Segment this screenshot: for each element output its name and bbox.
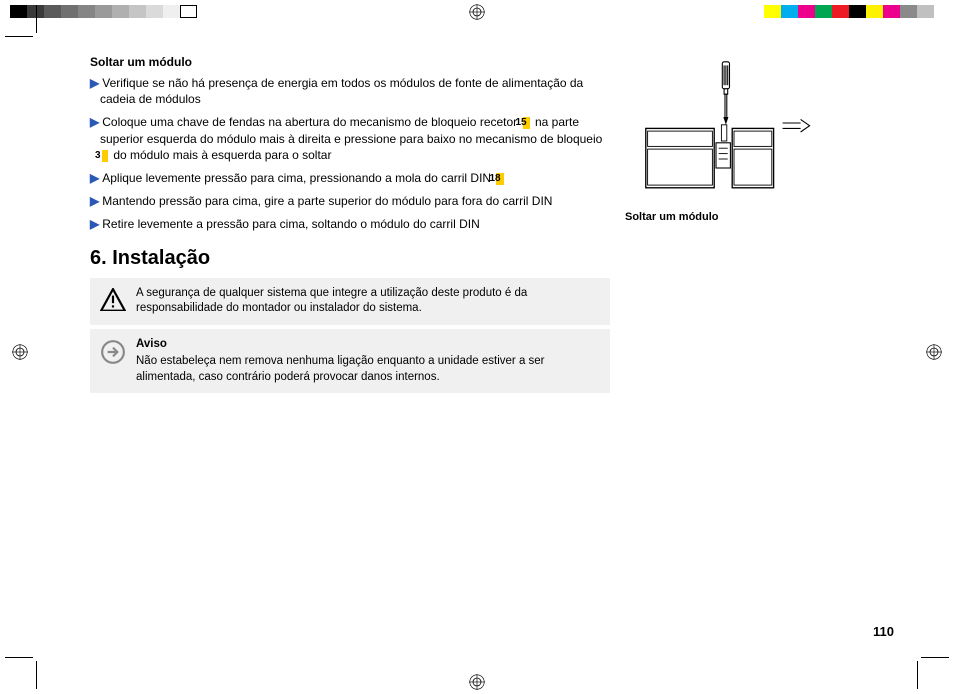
callout-tag: 15: [523, 117, 530, 129]
registration-mark-icon: [926, 344, 942, 360]
page-number: 110: [873, 624, 894, 639]
warning-icon: [100, 288, 126, 317]
warning-note: Aviso Não estabeleça nem remova nenhuma …: [90, 329, 610, 394]
bullet-arrow-icon: ▶: [90, 76, 99, 90]
registration-mark-icon: [469, 674, 485, 690]
registration-mark-icon: [12, 344, 28, 360]
step-item: ▶Coloque uma chave de fendas na abertura…: [100, 114, 610, 163]
colorbar-left: [10, 5, 197, 18]
crop-mark: [36, 661, 37, 689]
step-item: ▶Mantendo pressão para cima, gire a part…: [100, 193, 610, 209]
registration-mark-icon: [469, 4, 485, 20]
main-column: Soltar um módulo ▶Verifique se não há pr…: [90, 55, 610, 397]
callout-tag: 18: [496, 173, 503, 185]
note-text: A segurança de qualquer sistema que inte…: [136, 286, 600, 317]
colorbar-right: [764, 5, 934, 18]
crop-mark: [5, 36, 33, 37]
crop-mark: [917, 661, 918, 689]
figure-column: Soltar um módulo: [625, 55, 825, 223]
callout-tag: 3: [102, 150, 108, 162]
figure-caption: Soltar um módulo: [625, 211, 825, 223]
section-title: Soltar um módulo: [90, 55, 610, 69]
bullet-arrow-icon: ▶: [90, 194, 99, 208]
note-text: Não estabeleça nem remova nenhuma ligaçã…: [136, 355, 545, 383]
bullet-arrow-icon: ▶: [90, 115, 99, 129]
bullet-arrow-icon: ▶: [90, 217, 99, 231]
safety-note: A segurança de qualquer sistema que inte…: [90, 278, 610, 325]
note-title: Aviso: [136, 337, 600, 353]
crop-mark: [921, 657, 949, 658]
bullet-arrow-icon: ▶: [90, 171, 99, 185]
step-item: ▶Aplique levemente pressão para cima, pr…: [100, 170, 610, 186]
arrow-right-circle-icon: [100, 339, 126, 371]
heading-installation: 6. Instalação: [90, 247, 610, 270]
crop-mark: [36, 5, 37, 33]
step-item: ▶Retire levemente a pressão para cima, s…: [100, 216, 610, 232]
crop-mark: [5, 657, 33, 658]
step-item: ▶Verifique se não há presença de energia…: [100, 75, 610, 107]
module-release-figure: [625, 60, 825, 207]
